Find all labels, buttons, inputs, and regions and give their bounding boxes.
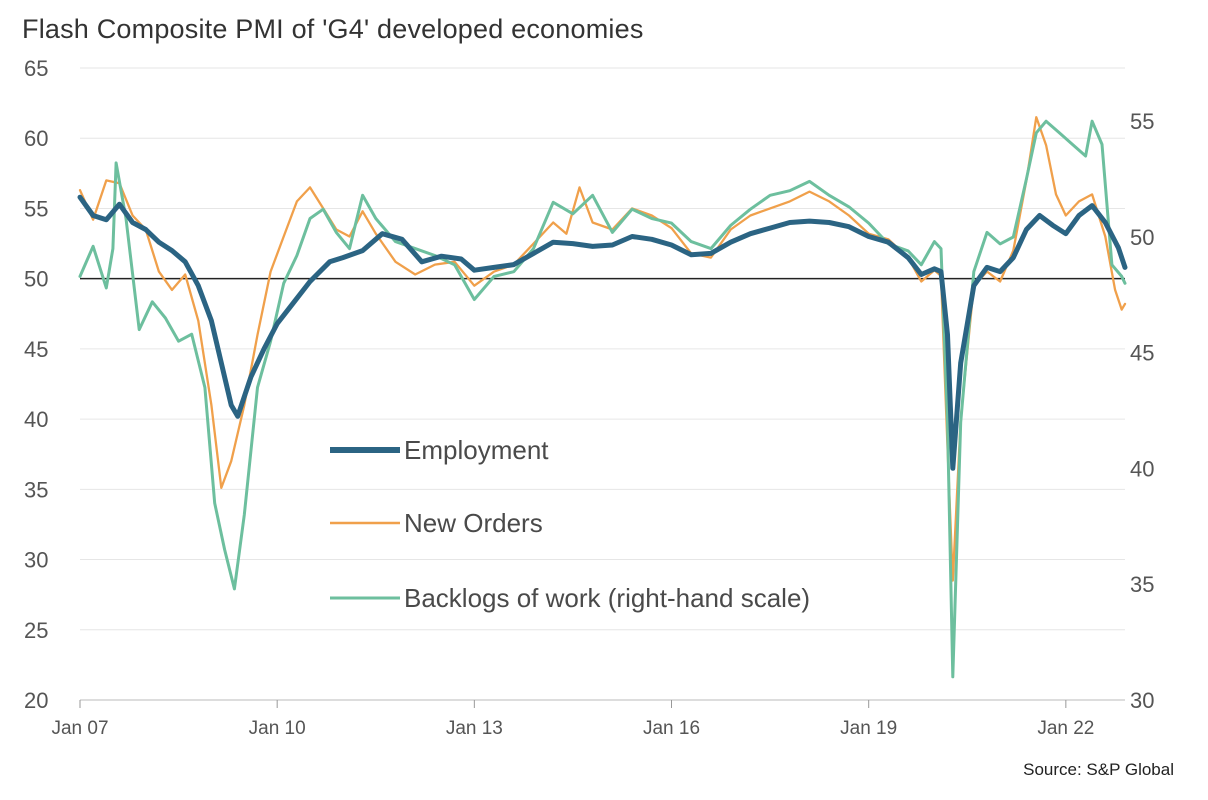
y-left-tick-label: 55 <box>24 196 48 221</box>
y-right-tick-label: 40 <box>1130 456 1154 481</box>
y-right-tick-label: 35 <box>1130 572 1154 597</box>
legend-label-new-orders: New Orders <box>404 508 543 538</box>
legend-label-backlogs: Backlogs of work (right-hand scale) <box>404 583 810 613</box>
y-left-tick-label: 35 <box>24 477 48 502</box>
y-left-tick-label: 25 <box>24 618 48 643</box>
legend: Employment New Orders Backlogs of work (… <box>330 435 810 613</box>
y-left-tick-label: 40 <box>24 407 48 432</box>
y-left-tick-label: 60 <box>24 126 48 151</box>
left-axis-tick-labels: 20 25 30 35 40 45 50 55 60 65 <box>24 56 48 713</box>
source-note: Source: S&P Global <box>1023 760 1174 779</box>
series-employment <box>77 194 1128 471</box>
series-backlogs <box>78 119 1127 679</box>
y-right-tick-label: 50 <box>1130 225 1154 250</box>
x-tick-label: Jan 07 <box>51 718 108 739</box>
x-tick-label: Jan 10 <box>249 718 306 739</box>
x-axis: Jan 07 Jan 10 Jan 13 Jan 16 Jan 19 Jan 22 <box>51 699 1125 739</box>
y-left-tick-label: 65 <box>24 56 48 81</box>
legend-label-employment: Employment <box>404 435 549 465</box>
chart-title: Flash Composite PMI of 'G4' developed ec… <box>22 14 644 44</box>
x-tick-label: Jan 19 <box>840 718 897 739</box>
x-tick-label: Jan 22 <box>1037 718 1094 739</box>
x-tick-label: Jan 16 <box>643 718 700 739</box>
series-lines <box>77 116 1128 679</box>
y-left-tick-label: 30 <box>24 548 48 573</box>
right-axis-tick-labels: 30 35 40 45 50 55 <box>1130 109 1154 713</box>
y-left-tick-label: 20 <box>24 688 48 713</box>
y-left-tick-label: 45 <box>24 337 48 362</box>
y-left-tick-label: 50 <box>24 267 48 292</box>
y-right-tick-label: 30 <box>1130 688 1154 713</box>
x-tick-label: Jan 13 <box>446 718 503 739</box>
y-right-tick-label: 45 <box>1130 341 1154 366</box>
y-right-tick-label: 55 <box>1130 109 1154 134</box>
